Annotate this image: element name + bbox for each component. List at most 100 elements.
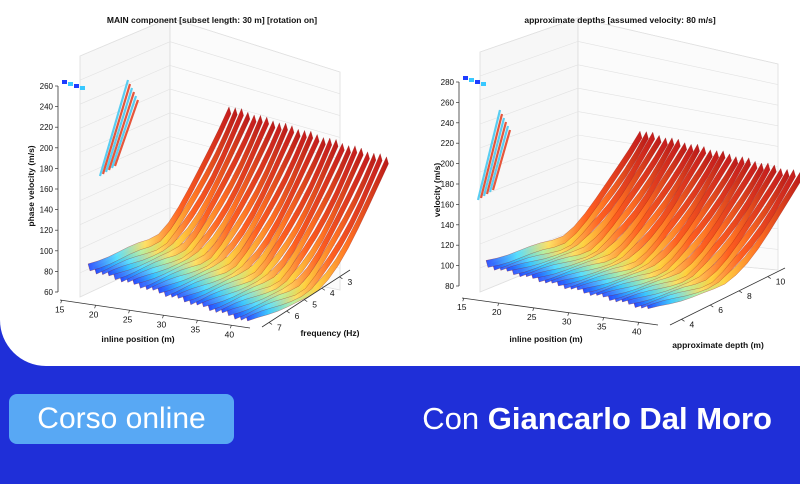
left-y-tick-label: 4 bbox=[330, 288, 335, 298]
right-grid-line bbox=[479, 87, 579, 125]
right-z-tick-label: 120 bbox=[441, 241, 455, 250]
left-z-tick-label: 220 bbox=[40, 123, 54, 132]
right-z-tick-label: 180 bbox=[441, 180, 455, 189]
right-grid-line bbox=[577, 64, 779, 106]
right-x-tick-label: 20 bbox=[492, 307, 502, 317]
right-x-tick-mark bbox=[462, 298, 465, 302]
right-z-tick-label: 100 bbox=[441, 262, 455, 271]
left-y-tick-label: 5 bbox=[312, 300, 317, 310]
left-z-tick-label: 240 bbox=[40, 103, 54, 112]
left-x-ticks: 15 20 25 30 35 40 bbox=[55, 300, 234, 339]
left-fragment bbox=[80, 86, 85, 90]
left-x-tick-mark bbox=[230, 325, 232, 329]
instructor-credit: Con Giancarlo Dal Moro bbox=[422, 396, 772, 442]
right-grid-line bbox=[479, 204, 579, 245]
right-y-ticks: 4 6 8 10 bbox=[681, 276, 785, 329]
right-y-axis-label: approximate depth (m) bbox=[672, 340, 764, 350]
left-slice bbox=[87, 106, 232, 272]
right-y-axis-line bbox=[669, 267, 786, 326]
left-x-tick-label: 20 bbox=[89, 309, 99, 319]
left-grid-line bbox=[79, 136, 171, 177]
left-outlier-streak bbox=[101, 83, 132, 175]
left-outlier-streak bbox=[107, 91, 136, 171]
right-z-tick-label: 80 bbox=[445, 282, 454, 291]
right-x-tick-label: 35 bbox=[597, 322, 607, 332]
left-y-tick-mark bbox=[286, 310, 290, 314]
left-grid-line bbox=[169, 65, 341, 116]
right-y-tick-mark bbox=[767, 276, 771, 279]
course-badge-label: Corso online bbox=[37, 402, 206, 435]
right-z-tick-label: 200 bbox=[441, 160, 455, 169]
right-y-tick-mark bbox=[681, 319, 685, 322]
right-grid-line bbox=[577, 41, 779, 85]
right-z-tick-label: 160 bbox=[441, 200, 455, 209]
left-x-tick-mark bbox=[128, 310, 130, 314]
right-z-tick-label: 280 bbox=[441, 78, 455, 87]
right-z-tick-label: 240 bbox=[441, 119, 455, 128]
right-grid-line bbox=[479, 41, 579, 77]
right-y-tick-label: 6 bbox=[718, 305, 723, 315]
right-grid-line bbox=[577, 87, 779, 127]
left-x-tick-mark bbox=[162, 315, 164, 319]
left-y-tick-mark bbox=[339, 276, 343, 280]
right-x-tick-label: 25 bbox=[527, 312, 537, 322]
right-grid-line bbox=[479, 158, 579, 197]
left-outlier-streak bbox=[98, 79, 130, 177]
right-x-axis-line bbox=[461, 297, 659, 326]
left-y-tick-label: 6 bbox=[295, 311, 300, 321]
right-grid-line bbox=[479, 64, 579, 101]
left-grid-line bbox=[169, 88, 341, 138]
left-z-tick-label: 200 bbox=[40, 144, 54, 153]
right-z-tick-label: 260 bbox=[441, 98, 455, 107]
right-z-tick-label: 220 bbox=[441, 139, 455, 148]
left-y-tick-label: 3 bbox=[347, 277, 352, 287]
left-y-tick-label: 7 bbox=[277, 322, 282, 332]
left-y-ticks: 7 6 5 4 3 bbox=[268, 276, 352, 332]
right-fragment bbox=[463, 76, 468, 80]
right-x-tick-mark bbox=[602, 317, 605, 321]
course-online-badge[interactable]: Corso online bbox=[9, 394, 234, 444]
left-z-tick-label: 100 bbox=[40, 247, 54, 256]
charts-panel: 60 80 100 120 140 160 180 200 220 240 260 15 20 25 30… bbox=[0, 0, 800, 366]
left-grid-line bbox=[79, 17, 171, 57]
right-data-strips bbox=[463, 76, 800, 309]
right-z-axis-label: velocity (m/s) bbox=[432, 163, 442, 217]
right-x-tick-mark bbox=[497, 302, 500, 307]
right-outlier-streak bbox=[488, 125, 510, 193]
left-x-tick-label: 15 bbox=[55, 304, 65, 314]
left-z-tick-label: 260 bbox=[40, 82, 54, 91]
right-x-tick-label: 15 bbox=[457, 302, 467, 312]
left-grid-line bbox=[169, 41, 341, 95]
right-x-ticks: 15 20 25 30 35 40 bbox=[457, 298, 642, 336]
left-z-ticks: 60 80 100 120 140 160 180 200 220 240 260 bbox=[40, 82, 58, 297]
left-x-axis-line bbox=[59, 299, 251, 329]
left-grid-line bbox=[79, 207, 171, 250]
right-z-tick-label: 140 bbox=[441, 221, 455, 230]
left-fragment bbox=[74, 84, 79, 88]
right-z-ticks: 80 100 120 140 160 180 200 220 240 260 280 bbox=[441, 78, 459, 291]
left-x-tick-label: 35 bbox=[191, 324, 201, 334]
right-grid-line bbox=[577, 111, 779, 147]
left-grid-line bbox=[169, 17, 341, 73]
left-grid-line bbox=[79, 65, 171, 105]
left-z-tick-label: 180 bbox=[40, 164, 54, 173]
left-z-tick-label: 120 bbox=[40, 226, 54, 235]
left-outlier-streak bbox=[104, 87, 134, 173]
right-grid-line bbox=[479, 181, 579, 221]
left-y-tick-mark bbox=[304, 299, 308, 302]
left-outlier-streak bbox=[113, 99, 140, 167]
right-grid-line bbox=[479, 111, 579, 149]
right-grid-line bbox=[577, 17, 779, 65]
left-z-tick-label: 140 bbox=[40, 206, 54, 215]
right-x-tick-mark bbox=[637, 322, 640, 326]
right-y-tick-label: 8 bbox=[747, 291, 752, 301]
right-x-tick-mark bbox=[567, 312, 570, 316]
instructor-name: Giancarlo Dal Moro bbox=[487, 401, 772, 436]
left-z-tick-label: 160 bbox=[40, 185, 54, 194]
charts-svg: 60 80 100 120 140 160 180 200 220 240 260 15 20 25 30… bbox=[26, 15, 800, 350]
left-x-tick-label: 30 bbox=[157, 319, 167, 329]
left-x-tick-mark bbox=[60, 300, 63, 304]
left-y-tick-mark bbox=[321, 287, 326, 291]
left-z-axis-label: phase velocity (m/s) bbox=[26, 145, 36, 226]
left-y-axis-label: frequency (Hz) bbox=[300, 328, 359, 338]
